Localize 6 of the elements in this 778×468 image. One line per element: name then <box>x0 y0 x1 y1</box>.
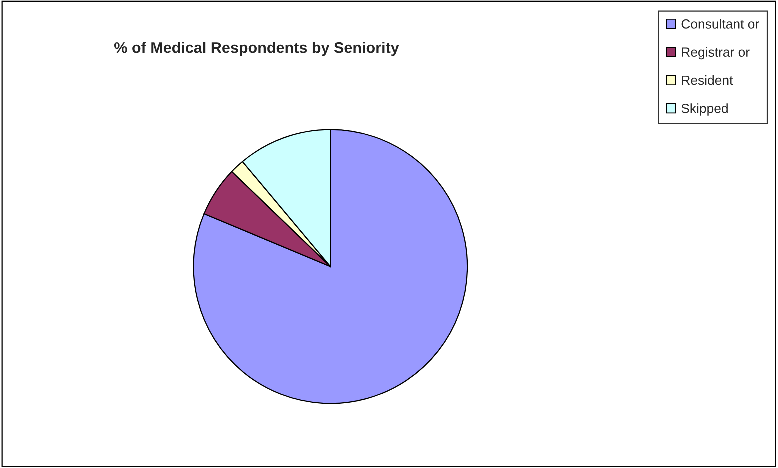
legend-label: Resident <box>682 75 734 86</box>
legend-label: Consultant or <box>682 19 760 29</box>
legend-label: Registrar or <box>682 47 750 60</box>
text: % of Medical Respondents by Seniority <box>114 42 400 56</box>
pie-slice <box>193 129 468 404</box>
legend-label: Skipped <box>682 104 728 116</box>
